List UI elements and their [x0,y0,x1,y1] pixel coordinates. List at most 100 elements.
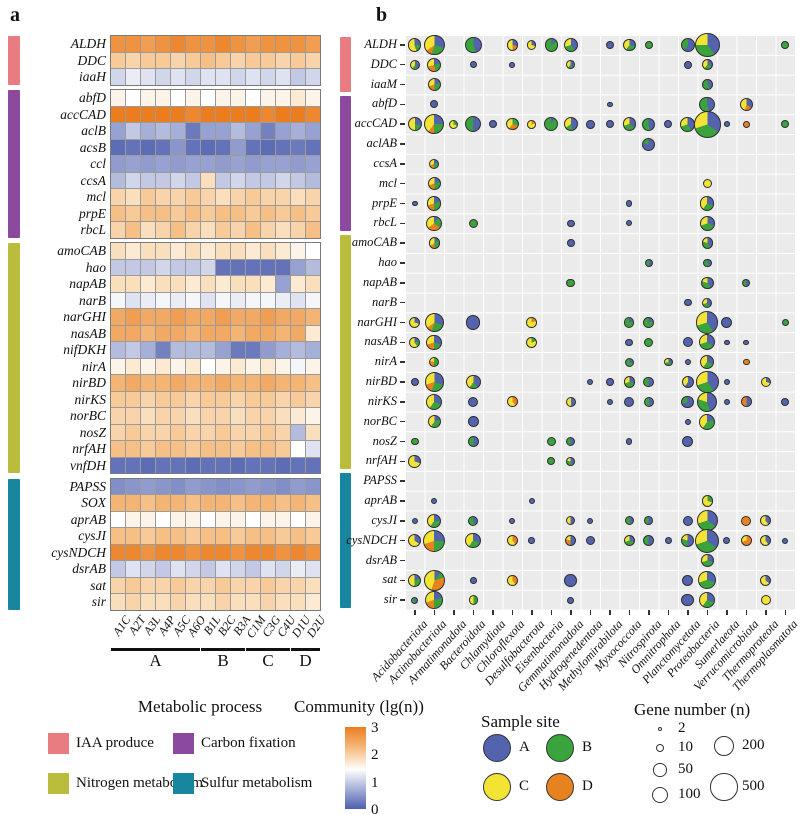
heatmap-cell [111,172,125,188]
bubble-pie [782,537,789,544]
heatmap-cell [276,106,290,122]
heatmap-cell [216,457,230,473]
heatmap-cell [246,358,260,374]
heatmap-cell [111,457,125,473]
heatmap-cell [126,222,140,238]
heatmap-cell [246,325,260,341]
x-axis-tick [550,610,552,615]
heatmap-cell [186,561,200,577]
bubble-pie [699,215,715,231]
bubble-pie [605,378,614,386]
heatmap-cell [156,528,170,544]
metabolic-swatch-label: Carbon fixation [201,735,296,751]
heatmap-cell [141,36,155,52]
heatmap-cell [291,391,305,407]
bubble-pie [465,532,482,549]
heatmap-cell [276,528,290,544]
gene-label: nosZ [79,424,106,440]
heatmap-cell [216,375,230,391]
bubble-pie [563,37,578,53]
heatmap-cell [126,441,140,457]
bubble-pie [409,316,421,329]
heatmap-cell [126,528,140,544]
heatmap-cell [171,375,185,391]
heatmap-cell [261,309,275,325]
heatmap-cell [261,156,275,172]
heatmap-cell [216,325,230,341]
y-axis-tick [400,440,405,443]
heatmap-cell [306,189,320,205]
gene-label: iaaM [370,76,397,91]
heatmap-cell [141,309,155,325]
bubble-pie [781,397,790,406]
heatmap-cell [171,276,185,292]
legend-sample-site-title: Sample site [481,712,560,731]
bubble-pie [408,573,422,587]
heatmap-cell [141,52,155,68]
heatmap-cell [306,408,320,424]
metabolic-swatch-label: Sulfur metabolism [201,775,313,791]
heatmap-cell [306,52,320,68]
gene-label: iaaH [79,69,106,84]
heatmap-cell [186,424,200,440]
x-axis-tick [531,610,533,615]
sample-group-line [291,648,320,651]
bubble-pie [563,117,578,132]
bubble-pie [642,137,656,151]
heatmap-cell [171,309,185,325]
bubble-pie [566,239,575,247]
heatmap-cell [306,325,320,341]
heatmap-cell [201,375,215,391]
bubble-pie [624,516,634,526]
bubble-pie [465,374,481,390]
sample-site-label: A [519,739,530,755]
heatmap-cell [231,544,245,560]
heatmap-cell [171,511,185,527]
heatmap-cell [201,259,215,275]
gene-label: amoCAB [351,235,397,250]
heatmap-cell [261,123,275,139]
heatmap-cell [186,276,200,292]
heatmap-cell [156,156,170,172]
metabolic-group-bar [340,235,351,470]
heatmap-cell [186,243,200,259]
heatmap-cell [306,594,320,610]
metabolic-group-bar [8,243,20,473]
bubble-pie [625,338,634,347]
heatmap-cell [246,391,260,407]
heatmap-cell [171,358,185,374]
bubble-pie [544,38,558,52]
heatmap-cell [291,528,305,544]
bubble-pie [527,40,537,50]
bubble-pie [681,593,695,607]
heatmap-cell [156,292,170,308]
heatmap-cell [261,259,275,275]
bubble-pie [740,534,752,547]
bubble-pie [760,595,771,606]
heatmap-cell [261,375,275,391]
heatmap-cell [231,189,245,205]
heatmap-cell [246,457,260,473]
heatmap-cell [276,243,290,259]
bubble-pie [781,319,789,326]
heatmap-cell [246,139,260,155]
gene-label: cysNDCH [51,544,106,560]
bubble-pie [585,119,595,129]
metabolic-group-bar [8,36,20,85]
bubble-pie [424,313,444,332]
heatmap-cell [306,123,320,139]
heatmap-cell [156,90,170,106]
y-axis-tick [400,321,405,324]
heatmap-cell [216,408,230,424]
bubble-pie [624,317,635,328]
bubble-pie [409,336,421,348]
gene-number-label: 100 [678,786,701,802]
heatmap-cell [156,495,170,511]
bubble-pie [699,334,716,351]
heatmap-cell [111,424,125,440]
bubble-pie [681,533,695,548]
metabolic-group-bar [8,478,20,610]
heatmap-cell [171,342,185,358]
heatmap-cell [231,259,245,275]
heatmap-cell [186,375,200,391]
